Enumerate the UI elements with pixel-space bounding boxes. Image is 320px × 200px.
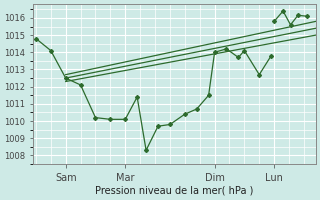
X-axis label: Pression niveau de la mer( hPa ): Pression niveau de la mer( hPa ) — [95, 186, 253, 196]
